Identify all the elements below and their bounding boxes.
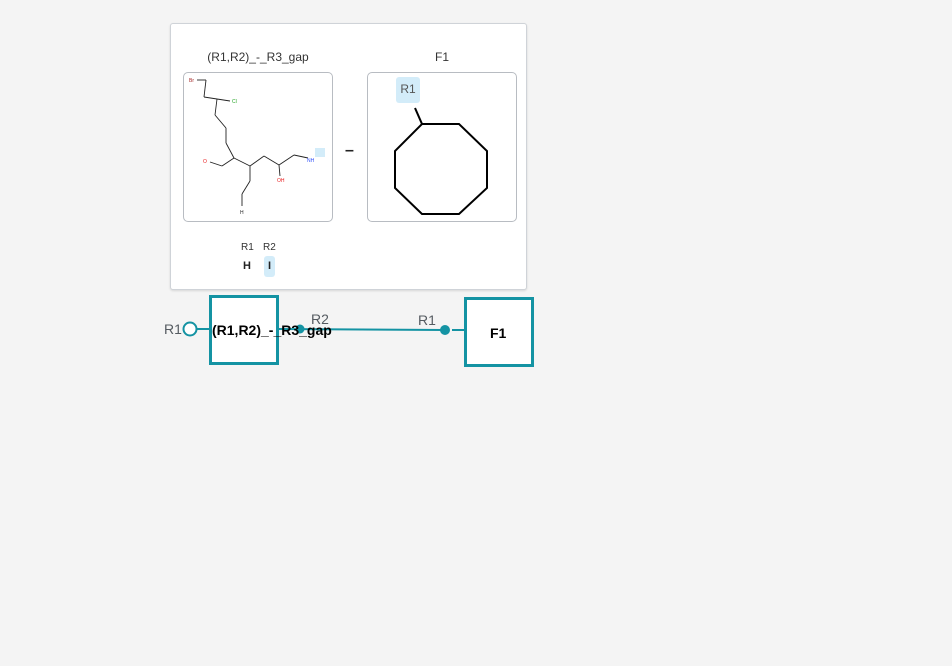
attachment-point-f1-r1-occupied[interactable] <box>440 325 450 335</box>
atom-cl: Cl <box>232 99 237 105</box>
attachment-point-r1-free[interactable] <box>182 321 198 337</box>
monomer-b-skeleton: R1 <box>394 77 488 215</box>
rgroup-header-r2: R2 <box>263 242 276 253</box>
monomer-b-structure: R1 <box>367 72 517 222</box>
atom-br: Br <box>189 78 194 84</box>
attachment-r1-label: R1 <box>400 82 416 96</box>
atom-nh: NH <box>307 158 315 164</box>
rgroup-header-r1: R1 <box>241 242 254 253</box>
monomer-a-structure: Br Cl O NH OH H <box>183 72 333 222</box>
monomer-node-1[interactable] <box>209 295 279 365</box>
atom-h: H <box>240 210 244 216</box>
rgroup-value-r1: H <box>243 260 251 272</box>
rgroup-value-r2: I <box>264 256 275 277</box>
monomer-a-title: (R1,R2)_-_R3_gap <box>207 50 309 64</box>
monomer-node-1-label: (R1,R2)_-_R3_gap <box>212 322 332 338</box>
bond-line[interactable] <box>277 328 446 331</box>
monomer-connector: – <box>345 142 354 159</box>
node-1-r2-label: R2 <box>311 311 329 327</box>
monomer-preview-panel: (R1,R2)_-_R3_gap F1 <box>170 23 527 290</box>
monomer-b-title: F1 <box>434 50 449 64</box>
node-2-r1-label: R1 <box>418 312 436 328</box>
monomer-node-2[interactable] <box>464 297 534 367</box>
atom-oh: OH <box>277 178 285 184</box>
atom-o: O <box>203 159 207 165</box>
attachment-point-r2-occupied[interactable] <box>295 324 305 334</box>
monomer-a-skeleton: Br Cl O NH OH H <box>189 78 325 216</box>
monomer-node-2-label: F1 <box>490 325 507 341</box>
node-1-r1-label: R1 <box>164 321 182 337</box>
